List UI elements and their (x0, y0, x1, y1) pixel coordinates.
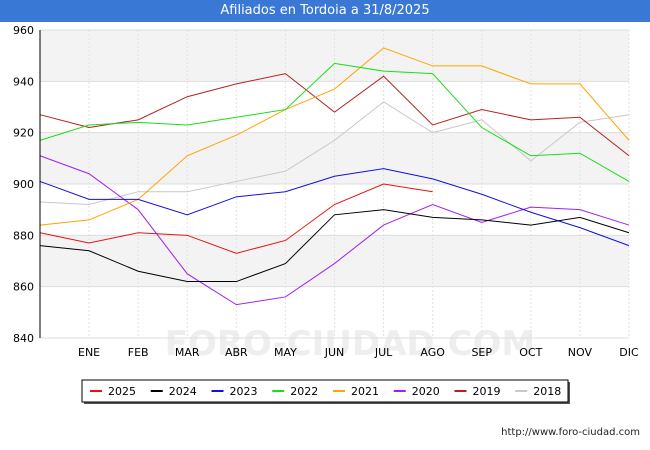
series-line-2019 (39, 73, 630, 157)
y-tick-label: 920 (13, 127, 34, 140)
legend-label-2019: 2019 (473, 385, 501, 398)
legend-label-2021: 2021 (351, 385, 379, 398)
y-tick-label: 880 (13, 229, 34, 242)
series-line-2020 (39, 155, 630, 306)
legend: 2025 2024 2023 2022 2021 2020 2019 2018 (81, 379, 570, 404)
series-line-2022 (39, 62, 630, 182)
x-tick-label: JUL (374, 346, 393, 359)
x-tick-label: AGO (420, 346, 445, 359)
source-link[interactable]: http://www.foro-ciudad.com (501, 427, 640, 438)
y-tick-label: 840 (13, 332, 34, 345)
x-tick-label: OCT (519, 346, 542, 359)
x-tick-label: MAY (274, 346, 297, 359)
x-tick-label: NOV (568, 346, 593, 359)
x-tick-label: ABR (225, 346, 248, 359)
legend-box (81, 379, 569, 403)
x-tick-label: ENE (78, 346, 100, 359)
gridlines (40, 29, 630, 339)
watermark: FORO-CIUDAD.COM (165, 324, 536, 364)
y-tick-label: 940 (13, 75, 34, 88)
x-tick-label: JUN (324, 346, 345, 359)
y-tick-label: 860 (13, 281, 34, 294)
legend-label-2025: 2025 (108, 385, 136, 398)
chart-title: Afiliados en Tordoia a 31/8/2025 (0, 0, 650, 22)
x-axis-ticks: ENE FEB MAR ABR MAY JUN JUL AGO SEP OCT NOV DIC (78, 346, 639, 359)
series-line-2024 (39, 209, 630, 283)
x-tick-label: FEB (128, 346, 149, 359)
series-line-2018 (39, 101, 630, 206)
y-tick-label: 900 (13, 178, 34, 191)
legend-label-2022: 2022 (290, 385, 318, 398)
y-tick-label: 960 (13, 24, 34, 37)
series-lines (39, 47, 630, 306)
y-axis-ticks: 840 860 880 900 920 940 960 (13, 24, 34, 345)
legend-label-2023: 2023 (230, 385, 258, 398)
legend-label-2018: 2018 (533, 385, 561, 398)
x-tick-label: MAR (175, 346, 200, 359)
legend-label-2024: 2024 (169, 385, 197, 398)
series-line-2025 (39, 183, 433, 254)
series-line-2023 (39, 168, 630, 247)
x-tick-label: SEP (471, 346, 492, 359)
legend-label-2020: 2020 (412, 385, 440, 398)
x-tick-label: DIC (619, 346, 639, 359)
